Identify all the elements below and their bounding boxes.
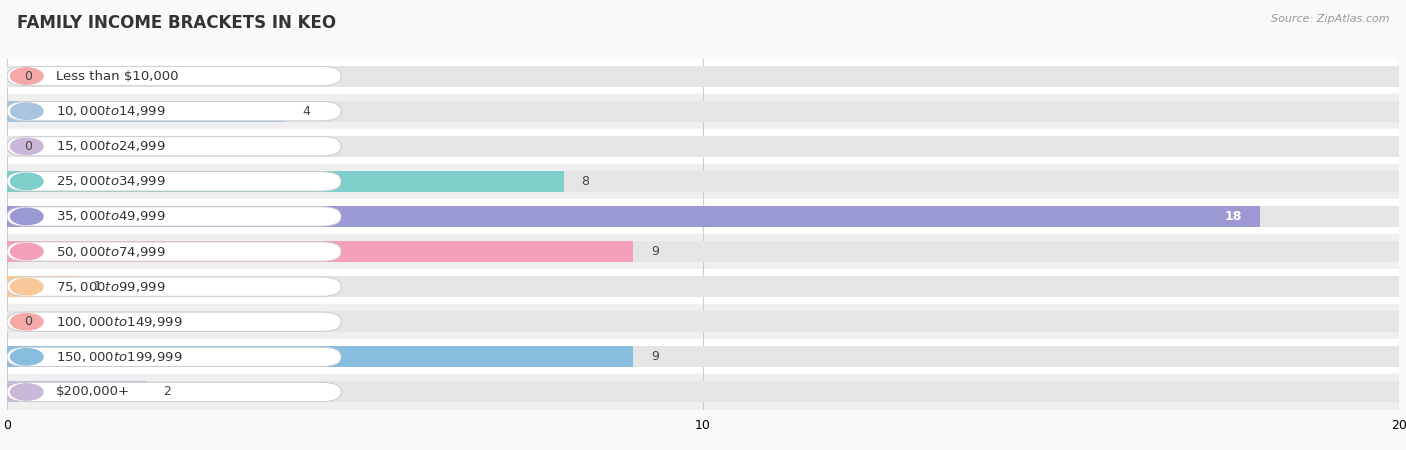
Text: 4: 4 bbox=[302, 105, 311, 117]
Circle shape bbox=[10, 279, 44, 295]
FancyBboxPatch shape bbox=[7, 347, 342, 366]
Bar bbox=[7, 136, 1399, 157]
FancyBboxPatch shape bbox=[7, 382, 342, 401]
Text: 9: 9 bbox=[651, 351, 658, 363]
Bar bbox=[7, 171, 1399, 192]
Bar bbox=[7, 382, 146, 402]
Bar bbox=[7, 234, 1399, 269]
Bar bbox=[7, 304, 1399, 339]
Text: 18: 18 bbox=[1225, 210, 1243, 223]
Text: $50,000 to $74,999: $50,000 to $74,999 bbox=[56, 244, 166, 259]
Text: $10,000 to $14,999: $10,000 to $14,999 bbox=[56, 104, 166, 118]
Circle shape bbox=[10, 243, 44, 260]
Bar bbox=[7, 58, 1399, 94]
Bar bbox=[7, 101, 1399, 122]
Text: 0: 0 bbox=[24, 315, 32, 328]
FancyBboxPatch shape bbox=[7, 137, 342, 156]
Circle shape bbox=[10, 138, 44, 154]
Bar bbox=[7, 374, 1399, 410]
Bar bbox=[7, 171, 564, 192]
Bar bbox=[7, 311, 1399, 332]
Circle shape bbox=[10, 349, 44, 365]
Bar bbox=[7, 199, 1399, 234]
Text: Less than $10,000: Less than $10,000 bbox=[56, 70, 179, 82]
Circle shape bbox=[10, 384, 44, 400]
FancyBboxPatch shape bbox=[7, 277, 342, 296]
Text: Source: ZipAtlas.com: Source: ZipAtlas.com bbox=[1271, 14, 1389, 23]
Bar bbox=[7, 241, 1399, 262]
Bar bbox=[7, 382, 1399, 402]
Text: 8: 8 bbox=[581, 175, 589, 188]
Bar bbox=[7, 101, 285, 122]
Bar bbox=[7, 241, 633, 262]
Bar bbox=[7, 276, 1399, 297]
Bar bbox=[7, 94, 1399, 129]
Text: 2: 2 bbox=[163, 386, 172, 398]
Text: FAMILY INCOME BRACKETS IN KEO: FAMILY INCOME BRACKETS IN KEO bbox=[17, 14, 336, 32]
FancyBboxPatch shape bbox=[7, 102, 342, 121]
Bar bbox=[7, 269, 1399, 304]
Text: $75,000 to $99,999: $75,000 to $99,999 bbox=[56, 279, 166, 294]
Text: $150,000 to $199,999: $150,000 to $199,999 bbox=[56, 350, 183, 364]
Text: $25,000 to $34,999: $25,000 to $34,999 bbox=[56, 174, 166, 189]
Text: $200,000+: $200,000+ bbox=[56, 386, 129, 398]
Text: $35,000 to $49,999: $35,000 to $49,999 bbox=[56, 209, 166, 224]
Bar bbox=[7, 129, 1399, 164]
FancyBboxPatch shape bbox=[7, 312, 342, 331]
Bar bbox=[7, 346, 633, 367]
Circle shape bbox=[10, 103, 44, 119]
Bar bbox=[7, 339, 1399, 374]
Bar bbox=[7, 346, 1399, 367]
Text: $100,000 to $149,999: $100,000 to $149,999 bbox=[56, 315, 183, 329]
Circle shape bbox=[10, 314, 44, 330]
Text: $15,000 to $24,999: $15,000 to $24,999 bbox=[56, 139, 166, 153]
FancyBboxPatch shape bbox=[7, 67, 342, 86]
Text: 9: 9 bbox=[651, 245, 658, 258]
Text: 1: 1 bbox=[94, 280, 101, 293]
Bar bbox=[7, 206, 1399, 227]
Circle shape bbox=[10, 208, 44, 225]
Bar bbox=[7, 206, 1260, 227]
Circle shape bbox=[10, 68, 44, 84]
Bar bbox=[7, 66, 1399, 86]
Bar bbox=[7, 164, 1399, 199]
Bar bbox=[7, 276, 77, 297]
FancyBboxPatch shape bbox=[7, 242, 342, 261]
FancyBboxPatch shape bbox=[7, 172, 342, 191]
Circle shape bbox=[10, 173, 44, 189]
Text: 0: 0 bbox=[24, 140, 32, 153]
Text: 0: 0 bbox=[24, 70, 32, 82]
FancyBboxPatch shape bbox=[7, 207, 342, 226]
